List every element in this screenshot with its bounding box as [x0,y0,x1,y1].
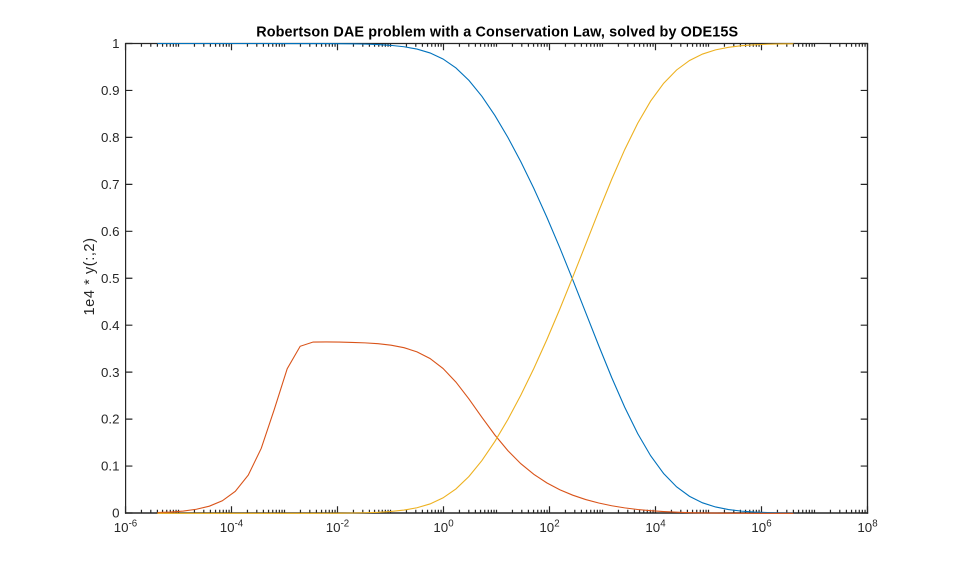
svg-text:0.9: 0.9 [101,83,120,98]
svg-text:0.6: 0.6 [101,224,120,239]
svg-text:Robertson DAE problem with a C: Robertson DAE problem with a Conservatio… [256,24,738,40]
svg-text:0.2: 0.2 [101,412,120,427]
svg-text:1e4 * y(:,2): 1e4 * y(:,2) [82,238,98,316]
svg-text:0.1: 0.1 [101,459,120,474]
svg-text:1: 1 [112,36,119,51]
svg-text:0.4: 0.4 [101,318,120,333]
svg-text:0.8: 0.8 [101,130,120,145]
svg-text:0.7: 0.7 [101,177,120,192]
svg-text:0.5: 0.5 [101,271,120,286]
svg-text:0.3: 0.3 [101,365,120,380]
svg-text:0: 0 [112,506,119,521]
